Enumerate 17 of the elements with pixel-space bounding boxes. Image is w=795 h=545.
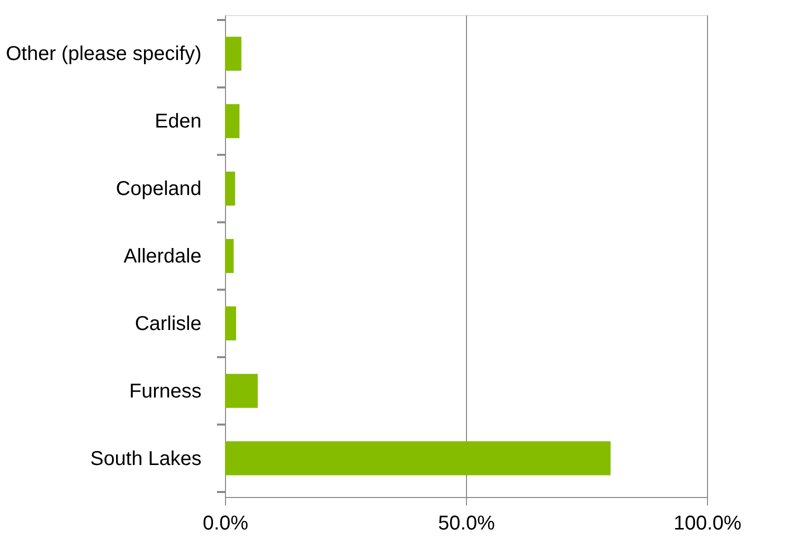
y-tick-label: Allerdale xyxy=(124,246,202,268)
x-tick-label: 100.0% xyxy=(674,512,742,534)
bar xyxy=(225,374,258,408)
y-tick-label: Furness xyxy=(129,380,202,402)
bar xyxy=(225,36,242,71)
y-tick-label: South Lakes xyxy=(90,448,202,470)
x-tick-label: 0.0% xyxy=(202,512,249,534)
y-tick-label: Other (please specify) xyxy=(6,43,202,66)
bar xyxy=(225,239,234,273)
bar xyxy=(225,172,236,206)
bar xyxy=(225,441,611,476)
y-tick-label: Eden xyxy=(154,110,202,133)
y-tick-label: Copeland xyxy=(116,178,202,200)
bar xyxy=(225,104,240,138)
bar xyxy=(225,306,236,340)
x-tick-label: 50.0% xyxy=(438,512,496,534)
y-tick-label: Carlisle xyxy=(134,312,202,335)
